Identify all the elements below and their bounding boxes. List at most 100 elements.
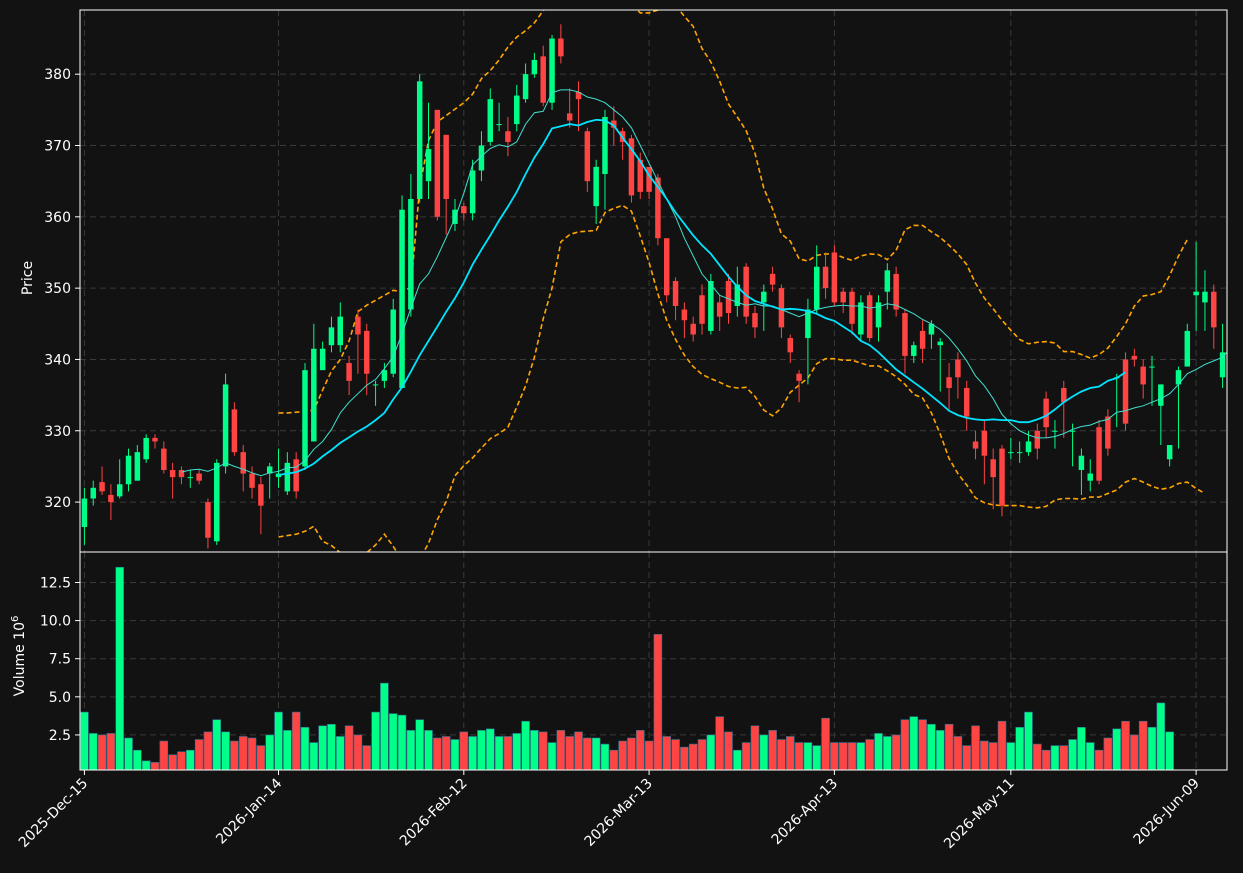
candle-body-down [628, 138, 635, 196]
price-panel: 320 330 340 350 360 370 380 Price [20, 9, 1228, 553]
candle-body-up [813, 266, 820, 310]
volume-bar-up [477, 730, 486, 770]
candle-body-down [946, 377, 952, 388]
volume-bar-up [1006, 742, 1016, 770]
bollinger-upper-line [278, 10, 1189, 414]
volume-bar-up [935, 730, 945, 770]
candle-body-up [602, 116, 608, 175]
candle-body-down [293, 459, 299, 492]
candle-body-down [972, 441, 979, 449]
candle-body-down [240, 452, 246, 474]
volume-bar-up [388, 713, 398, 770]
candle-body-up [911, 345, 917, 356]
candle-body-down [999, 448, 1005, 506]
volume-bar-down [97, 734, 107, 770]
volume-bar-down [830, 742, 839, 770]
volume-bar-up [397, 714, 407, 770]
candle-body-up [549, 38, 555, 103]
volume-bar-up [909, 716, 919, 770]
volume-bar-down [662, 736, 672, 770]
candle-body-up [514, 95, 520, 125]
candle-body-down [831, 252, 838, 303]
volume-bar-up [494, 736, 504, 770]
volume-axis-label-text: Volume 10 [12, 622, 28, 696]
candle-body-up [875, 302, 882, 328]
volume-bar-down [168, 754, 177, 770]
candle-body-down [681, 309, 688, 321]
candle-body-down [1043, 398, 1049, 428]
candle-body-down [205, 502, 211, 538]
volume-bar-up [486, 728, 495, 770]
bollinger-bands [278, 10, 1206, 552]
volume-ytick-label: 10.0 [40, 614, 71, 630]
volume-bar-down [441, 736, 451, 770]
volume-bar-down [556, 730, 566, 770]
volume-bar-down [618, 740, 627, 770]
volume-bar-down [953, 736, 963, 770]
candle-body-down [611, 120, 617, 128]
volume-bar-down [865, 739, 874, 770]
candle-body-down [796, 373, 802, 381]
volume-bar-up [521, 720, 530, 770]
volume-bar-up [1015, 727, 1024, 770]
volume-bar-up [336, 736, 345, 770]
volume-bar-up [212, 719, 222, 770]
volume-bar-down [644, 740, 654, 770]
volume-bar-up [141, 760, 151, 770]
volume-ytick-label: 2.5 [49, 728, 71, 744]
candle-body-down [990, 459, 996, 478]
volume-bar-up [1156, 702, 1166, 770]
candle-body-up [1158, 384, 1164, 406]
candle-body-down [1105, 416, 1111, 449]
candle-body-up [805, 309, 811, 339]
candle-body-up [319, 348, 326, 371]
price-ytick-label: 320 [44, 495, 71, 511]
candle-body-up [416, 81, 423, 199]
candle-body-up [937, 341, 943, 346]
candle-body-up [1149, 366, 1155, 368]
candle-body-down [196, 473, 202, 481]
candle-body-up [143, 437, 149, 460]
candle-body-down [99, 482, 105, 492]
volume-bar-up [415, 719, 424, 770]
candle-body-down [169, 469, 176, 478]
volume-bar-up [547, 742, 557, 770]
candle-body-up [81, 498, 88, 528]
candle-body-up [1008, 452, 1014, 454]
candle-body-down [1096, 427, 1102, 481]
volume-bar-down [353, 734, 363, 770]
price-ytick-label: 370 [44, 139, 71, 155]
moving-averages [181, 89, 1227, 477]
candle-body-up [328, 327, 335, 346]
candle-body-up [1016, 452, 1023, 454]
volume-bar-down [230, 740, 239, 770]
volume-bar-down [106, 733, 116, 770]
volume-bar-up [1068, 739, 1077, 770]
candle-body-down [646, 166, 652, 192]
candle-body-down [866, 295, 873, 339]
volume-bar-up [512, 733, 522, 770]
candle-body-up [425, 149, 432, 182]
volume-bar-down [891, 734, 901, 770]
candle-body-up [1184, 330, 1191, 367]
volume-bar-down [962, 745, 971, 770]
volume-bar-down [988, 742, 998, 770]
volume-bar-down [944, 723, 954, 770]
candle-body-up [522, 74, 529, 100]
candle-body-up [708, 281, 714, 331]
candle-body-down [505, 131, 511, 142]
volume-bar-down [1121, 720, 1130, 770]
volume-bar-down [715, 716, 724, 770]
candle-body-down [637, 159, 644, 192]
candle-body-down [346, 363, 352, 381]
candle-body-up [408, 198, 414, 310]
volume-bar-up [371, 711, 380, 770]
candle-body-up [381, 370, 388, 381]
volume-bar-down [1103, 737, 1113, 770]
volume-bar-up [927, 723, 936, 770]
candle-body-up [478, 145, 485, 171]
candle-body-down [1034, 430, 1041, 449]
volume-bar-down [777, 739, 786, 770]
candle-body-down [558, 38, 564, 57]
volume-bar-down [459, 731, 469, 770]
